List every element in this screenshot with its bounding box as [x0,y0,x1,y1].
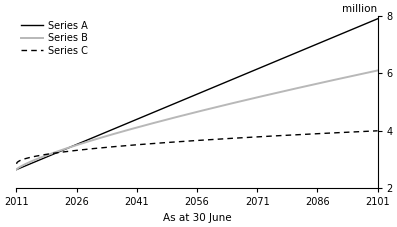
Series A [227,79,231,82]
Line: Series C: Series C [17,131,378,164]
Series B [107,134,112,137]
Series C [255,136,260,138]
Series B [227,103,231,105]
Series C [177,140,182,143]
Line: Series A: Series A [17,19,378,170]
Series B [177,115,182,118]
Series A [255,67,260,70]
Series B [286,89,291,91]
Series C [286,134,291,136]
X-axis label: As at 30 June: As at 30 June [163,213,231,223]
Series A [78,141,83,144]
Series C [107,146,112,148]
Series B [255,96,260,99]
Series A [286,55,291,57]
Series A [107,129,112,132]
Series A [14,168,19,171]
Series C [14,163,19,165]
Series C [78,149,83,151]
Legend: Series A, Series B, Series C: Series A, Series B, Series C [21,21,87,56]
Series A [177,100,182,103]
Line: Series B: Series B [17,71,378,170]
Series C [227,137,231,140]
Series B [14,168,19,171]
Series A [375,17,380,20]
Series B [375,69,380,72]
Series B [78,143,83,145]
Series C [375,129,380,132]
Text: million: million [343,4,378,14]
